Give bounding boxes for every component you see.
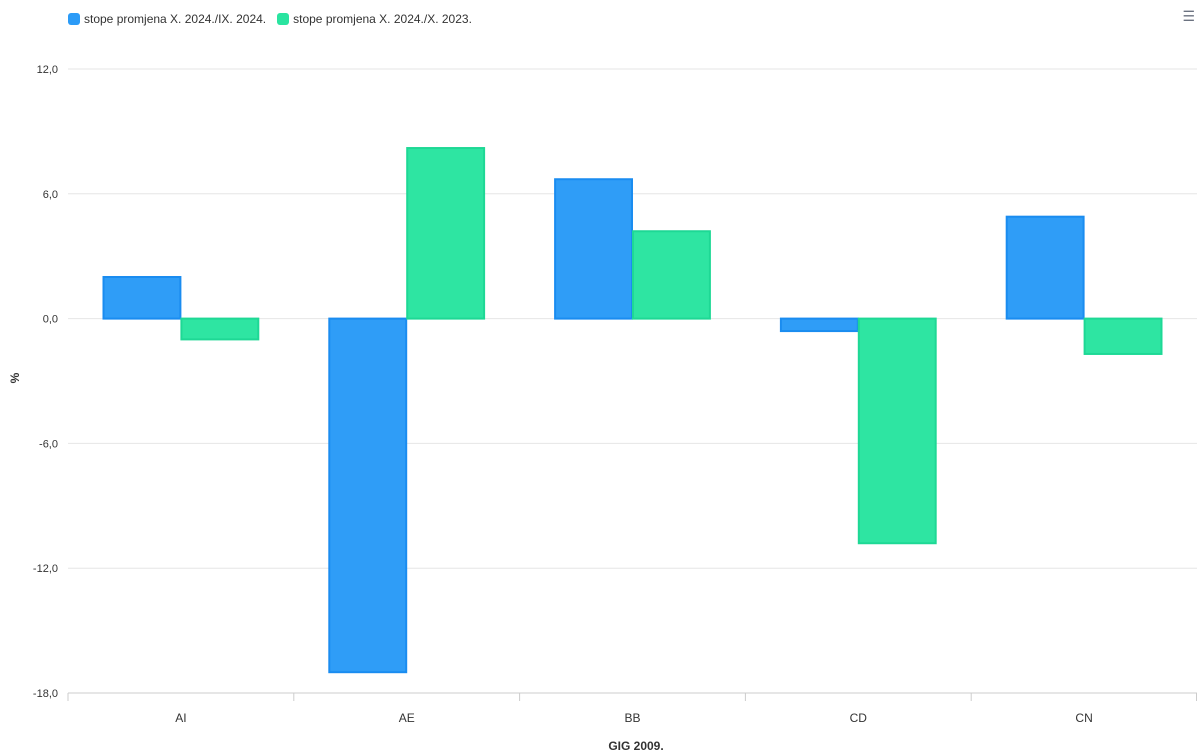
x-tick-label: AI	[175, 711, 186, 725]
bar-series-2-bb[interactable]	[632, 230, 711, 320]
axes: 12,0 6,0 0,0 -6,0 -12,0 -18,0 AI AE BB CD CN	[33, 64, 1197, 725]
y-axis-title: %	[8, 372, 22, 383]
y-tick-label: 6,0	[43, 189, 58, 201]
bar-series-1-cd[interactable]	[779, 317, 859, 333]
bar-series-2-ae[interactable]	[406, 147, 486, 320]
y-tick-label: -18,0	[33, 688, 58, 700]
x-axis-title: GIG 2009.	[608, 739, 663, 753]
bars	[102, 147, 1163, 674]
chart-legend: stope promjena X. 2024./IX. 2024. stope …	[68, 12, 483, 26]
x-tick-label: AE	[399, 711, 415, 725]
grid-lines	[68, 68, 1197, 694]
bar-series-1-ai[interactable]	[102, 276, 182, 320]
x-tick-label: BB	[624, 711, 640, 725]
bar-series-1-ae[interactable]	[328, 317, 408, 674]
x-tick-label: CN	[1075, 711, 1092, 725]
legend-swatch-series-2	[277, 13, 290, 25]
bar-series-2-cn[interactable]	[1083, 317, 1163, 355]
legend-label-series-1: stope promjena X. 2024./IX. 2024.	[84, 12, 267, 26]
bar-series-2-cd[interactable]	[857, 317, 937, 545]
legend-item-series-1[interactable]: stope promjena X. 2024./IX. 2024.	[68, 12, 266, 26]
hamburger-menu-icon[interactable]: ☰	[1182, 8, 1195, 24]
y-tick-label: 12,0	[37, 64, 58, 76]
y-tick-label: 0,0	[43, 314, 58, 326]
x-tick-label: CD	[850, 711, 868, 725]
legend-swatch-series-1	[68, 13, 80, 25]
y-tick-label: -6,0	[39, 438, 58, 450]
bar-series-1-bb[interactable]	[554, 178, 633, 320]
y-tick-label: -12,0	[33, 563, 58, 575]
legend-item-series-2[interactable]: stope promjena X. 2024./X. 2023.	[277, 12, 472, 26]
bar-series-1-cn[interactable]	[1005, 215, 1085, 320]
legend-label-series-2: stope promjena X. 2024./X. 2023.	[293, 12, 472, 26]
bar-series-2-ai[interactable]	[180, 317, 260, 341]
